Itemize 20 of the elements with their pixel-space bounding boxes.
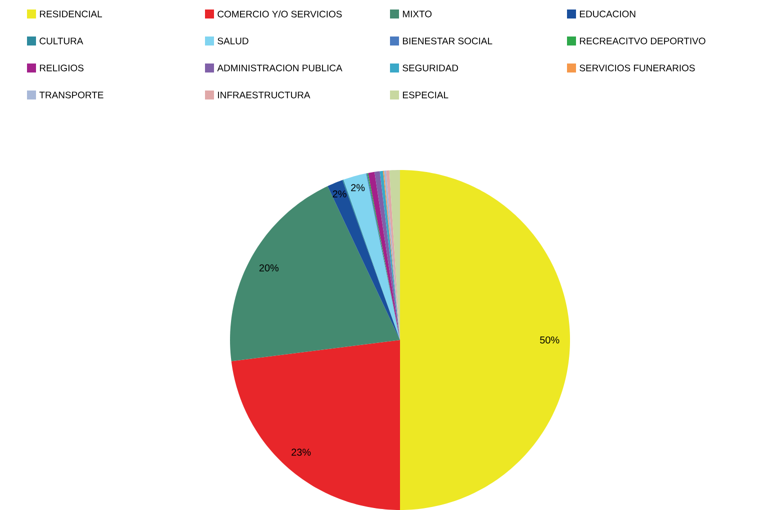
legend-label: SALUD	[218, 38, 248, 44]
legend-label: SEGURIDAD	[402, 64, 458, 72]
legend-label: MIXTO	[402, 10, 432, 18]
legend-label: INFRAESTRUCTURA	[218, 92, 310, 98]
legend-label: SERVICIOS FUNERARIOS	[580, 64, 695, 72]
legend-label: RESIDENCIAL	[40, 10, 102, 18]
data-label: 2%	[332, 190, 346, 198]
legend-label: EDUCACION	[580, 10, 636, 18]
legend-label: ADMINISTRACION PUBLICA	[217, 64, 342, 72]
legend-label: CULTURA	[40, 38, 84, 44]
legend-label: RELIGIOS	[40, 64, 84, 72]
legend-label: BIENESTAR SOCIAL	[402, 38, 492, 44]
data-label: 23%	[292, 448, 311, 456]
legend-label: COMERCIO Y/O SERVICIOS	[218, 10, 342, 18]
legend-label: RECREACITVO DEPORTIVO	[580, 38, 706, 44]
data-label: 20%	[259, 264, 279, 272]
data-label: 50%	[540, 336, 560, 344]
legend-label: ESPECIAL	[402, 92, 448, 98]
data-label: 2%	[351, 184, 365, 192]
legend-label: TRANSPORTE	[39, 92, 104, 98]
